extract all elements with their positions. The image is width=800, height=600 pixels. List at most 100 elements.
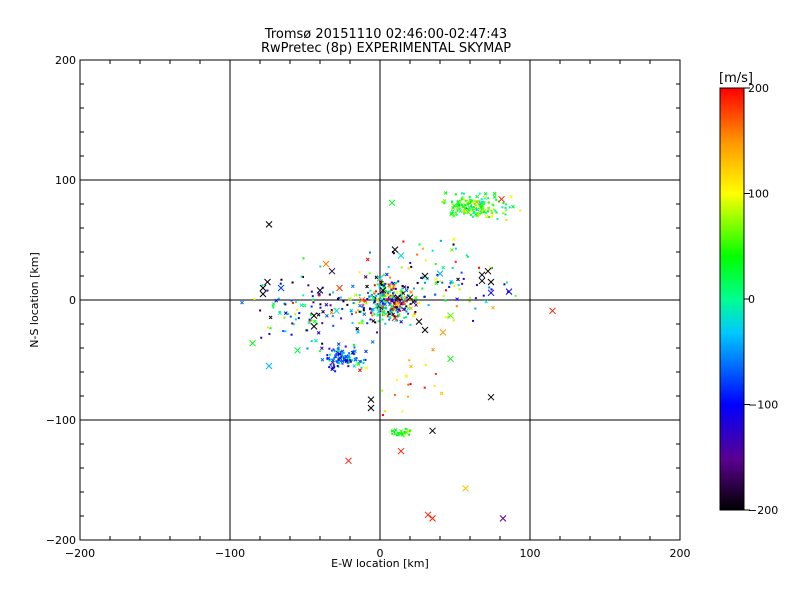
data-point	[407, 267, 410, 270]
data-point	[492, 208, 495, 211]
data-point	[480, 211, 483, 214]
data-point	[405, 310, 408, 313]
data-point	[452, 237, 456, 242]
data-point	[349, 359, 352, 362]
data-point	[362, 309, 365, 312]
data-point	[487, 210, 490, 213]
data-point	[404, 430, 409, 435]
data-point	[291, 322, 294, 325]
data-point	[404, 374, 409, 379]
data-point	[331, 358, 335, 363]
colorbar-tick-label: 100	[748, 188, 769, 201]
data-point	[381, 310, 384, 313]
data-point	[338, 356, 342, 361]
data-point	[312, 301, 315, 304]
data-point	[427, 304, 430, 307]
data-point	[381, 318, 384, 321]
data-point	[460, 204, 463, 207]
data-point	[294, 318, 297, 321]
data-point	[340, 359, 343, 362]
data-point	[387, 285, 392, 289]
data-point	[439, 391, 444, 396]
cross-marker	[391, 246, 399, 253]
cross-marker	[478, 271, 486, 279]
data-point	[473, 212, 476, 215]
data-point	[385, 292, 388, 295]
data-point	[486, 207, 491, 211]
data-point	[358, 303, 362, 308]
data-point	[382, 284, 385, 287]
data-point	[384, 322, 387, 325]
data-point	[441, 281, 444, 284]
data-point	[409, 429, 412, 432]
data-point	[365, 284, 369, 289]
data-point	[402, 240, 405, 243]
data-point	[367, 291, 370, 294]
data-point	[467, 205, 472, 210]
data-point	[465, 207, 468, 210]
data-point	[465, 209, 468, 212]
data-point	[452, 203, 457, 208]
data-point	[478, 213, 481, 216]
data-point	[449, 282, 452, 285]
x-axis-label: E-W location [km]	[331, 557, 429, 570]
data-point	[253, 297, 256, 300]
data-point	[505, 281, 508, 284]
data-point	[350, 284, 355, 289]
data-point	[409, 383, 412, 386]
data-point	[519, 209, 522, 212]
data-point	[454, 247, 457, 250]
data-point	[346, 303, 349, 306]
data-point	[384, 282, 387, 285]
data-point	[271, 304, 274, 307]
chart-title-line1: Tromsø 20151110 02:46:00-02:47:43	[264, 27, 507, 42]
data-point	[388, 290, 391, 293]
data-point	[490, 288, 493, 291]
data-point	[459, 199, 462, 202]
data-point	[473, 202, 476, 205]
data-point	[371, 319, 376, 323]
data-point	[399, 305, 402, 308]
cross-marker	[316, 287, 324, 294]
data-point	[381, 302, 384, 305]
data-point	[371, 299, 374, 302]
data-point	[358, 310, 361, 313]
data-point	[390, 305, 393, 308]
data-point	[385, 307, 388, 310]
data-point	[420, 276, 423, 279]
data-point	[457, 283, 460, 286]
data-point	[331, 315, 334, 318]
data-point	[342, 351, 345, 354]
y-axis-label: N-S location [km]	[28, 252, 41, 348]
data-point	[398, 301, 401, 304]
data-point	[494, 209, 497, 212]
cross-marker	[397, 447, 405, 455]
data-point	[387, 313, 390, 316]
data-point	[392, 287, 395, 290]
data-point	[386, 315, 389, 318]
data-point	[326, 356, 331, 361]
data-point	[283, 316, 286, 319]
data-point	[387, 266, 390, 269]
data-point	[350, 350, 355, 355]
data-point	[332, 357, 335, 360]
cross-marker	[421, 326, 429, 334]
data-point	[388, 318, 391, 321]
data-point	[393, 432, 396, 435]
data-point	[456, 200, 461, 204]
data-point	[390, 288, 393, 291]
data-point	[328, 359, 331, 362]
data-point	[366, 322, 369, 325]
data-point	[335, 360, 338, 363]
data-point	[378, 293, 383, 298]
data-point	[504, 206, 507, 209]
data-point	[340, 317, 343, 320]
data-point	[389, 308, 392, 311]
data-point	[342, 300, 345, 303]
data-point	[381, 282, 384, 285]
data-point	[482, 202, 485, 205]
data-point	[355, 326, 360, 331]
data-point	[452, 319, 455, 322]
data-point	[407, 312, 410, 315]
cross-marker	[358, 296, 366, 304]
